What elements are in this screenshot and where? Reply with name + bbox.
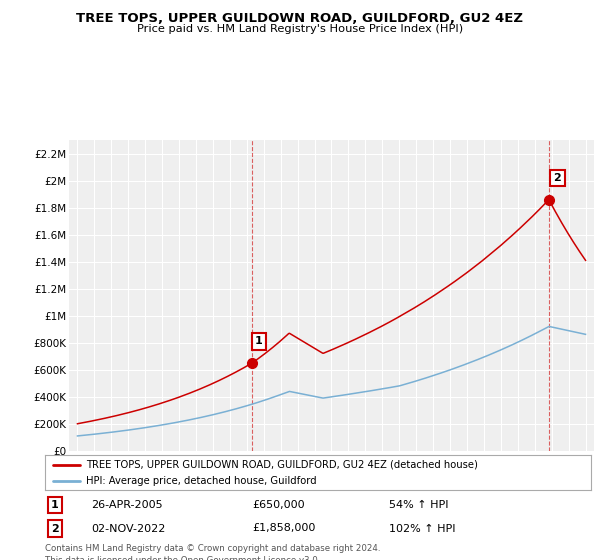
Text: TREE TOPS, UPPER GUILDOWN ROAD, GUILDFORD, GU2 4EZ: TREE TOPS, UPPER GUILDOWN ROAD, GUILDFOR… [77,12,523,25]
Text: 102% ↑ HPI: 102% ↑ HPI [389,524,455,534]
Text: Contains HM Land Registry data © Crown copyright and database right 2024.
This d: Contains HM Land Registry data © Crown c… [45,544,380,560]
Text: 1: 1 [51,500,59,510]
Text: 2: 2 [51,524,59,534]
Text: HPI: Average price, detached house, Guildford: HPI: Average price, detached house, Guil… [86,477,317,486]
Text: £650,000: £650,000 [253,500,305,510]
Text: 54% ↑ HPI: 54% ↑ HPI [389,500,448,510]
Text: 26-APR-2005: 26-APR-2005 [91,500,163,510]
Text: £1,858,000: £1,858,000 [253,524,316,534]
Text: Price paid vs. HM Land Registry's House Price Index (HPI): Price paid vs. HM Land Registry's House … [137,24,463,34]
Text: TREE TOPS, UPPER GUILDOWN ROAD, GUILDFORD, GU2 4EZ (detached house): TREE TOPS, UPPER GUILDOWN ROAD, GUILDFOR… [86,460,478,470]
Text: 1: 1 [255,337,263,346]
Text: 02-NOV-2022: 02-NOV-2022 [91,524,166,534]
Text: 2: 2 [554,173,561,183]
